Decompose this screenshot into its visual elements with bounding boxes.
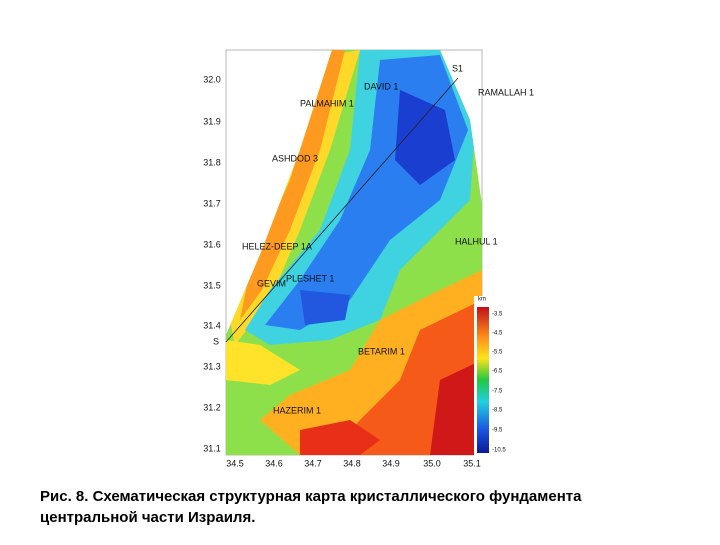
lat-tick-label: 31.4 (203, 320, 221, 330)
colorbar-label: -4.5 (492, 331, 503, 337)
map-shape (240, 50, 345, 320)
colorbar: km -3.5 -4.5 -5.5 -6.5 -7.5 -8.5 -9.5 -1… (474, 296, 506, 460)
lon-tick-label: 34.8 (343, 458, 361, 468)
colorbar-label: -7.5 (492, 389, 503, 395)
well-label: HELEZ-DEEP 1A (242, 241, 312, 251)
lon-tick-label: 35.0 (423, 458, 441, 468)
profile-label: S (213, 336, 219, 346)
lon-ticks: 34.5 34.6 34.7 34.8 34.9 35.0 35.1 (226, 458, 481, 468)
colorbar-label: -10.5 (492, 448, 506, 454)
colorbar-label: -8.5 (492, 408, 503, 414)
lat-tick-label: 31.7 (203, 198, 221, 208)
well-label: GEVIM (257, 278, 286, 288)
lat-tick-label: 31.2 (203, 402, 221, 412)
lat-tick-label: 31.5 (203, 280, 221, 290)
caption: Рис. 8. Схематическая структурная карта … (40, 488, 582, 505)
well-label: HAZERIM 1 (273, 405, 321, 415)
caption: центральной части Израиля. (40, 509, 255, 526)
lat-tick-label: 31.3 (203, 361, 221, 371)
lon-tick-label: 34.7 (304, 458, 322, 468)
colorbar-title: km (478, 297, 486, 303)
lon-tick-label: 35.1 (463, 458, 481, 468)
well-label: RAMALLAH 1 (478, 87, 534, 97)
lat-tick-label: 31.6 (203, 239, 221, 249)
well-label: S1 (452, 63, 463, 73)
well-label: ASHDOD 3 (272, 153, 318, 163)
lon-tick-label: 34.5 (226, 458, 244, 468)
well-label: BETARIM 1 (358, 346, 405, 356)
profile-line (225, 77, 459, 343)
colorbar-label: -9.5 (492, 428, 503, 434)
map-shape (430, 360, 482, 455)
map-shape (300, 290, 350, 325)
colorbar-label: -5.5 (492, 350, 503, 356)
lat-tick-label: 31.8 (203, 157, 221, 167)
lat-tick-label: 32.0 (203, 74, 221, 84)
map-shape (395, 90, 455, 185)
map-shape (300, 420, 380, 455)
well-label: PLESHET 1 (286, 273, 334, 283)
map-shape (226, 340, 300, 385)
well-label: PALMAHIM 1 (300, 98, 354, 108)
lon-tick-label: 34.6 (265, 458, 283, 468)
wells: S1 DAVID 1 RAMALLAH 1 PALMAHIM 1 ASHDOD … (213, 63, 534, 415)
colorbar-label: -6.5 (492, 369, 503, 375)
lat-ticks: 32.0 31.9 31.8 31.7 31.6 31.5 31.4 31.3 … (203, 74, 221, 453)
lat-tick-label: 31.1 (203, 443, 221, 453)
lat-tick-label: 31.9 (203, 116, 221, 126)
lon-tick-label: 34.9 (382, 458, 400, 468)
colorbar-label: -3.5 (492, 312, 503, 318)
colorbar-ramp (477, 307, 489, 453)
well-label: HALHUL 1 (455, 236, 498, 246)
well-label: DAVID 1 (364, 81, 398, 91)
